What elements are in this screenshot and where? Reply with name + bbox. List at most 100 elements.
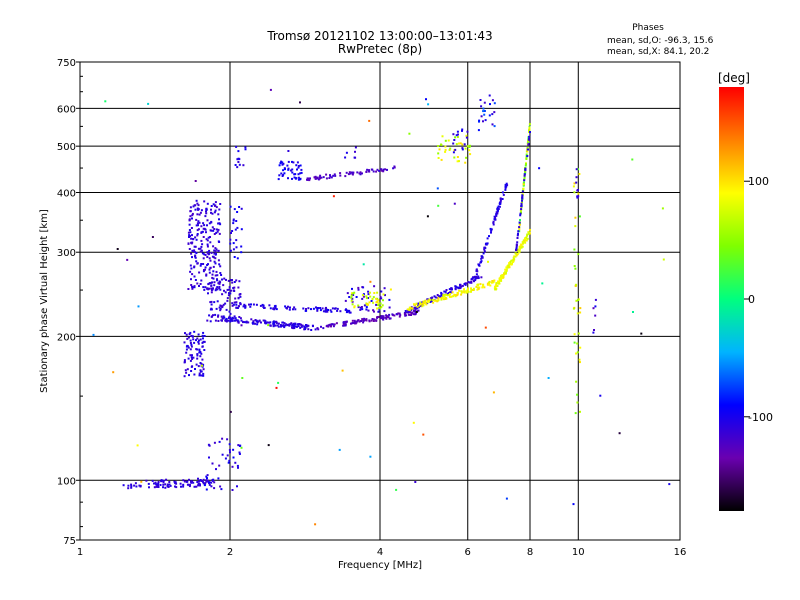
data-point-944 xyxy=(344,299,347,302)
data-point-647 xyxy=(229,320,232,323)
data-point-1226 xyxy=(428,300,431,303)
data-point-954 xyxy=(346,292,349,295)
data-point-1768 xyxy=(482,107,485,110)
data-point-556 xyxy=(220,305,223,308)
data-point-1846 xyxy=(104,100,107,103)
data-point-4 xyxy=(197,484,200,487)
data-point-131 xyxy=(219,485,222,488)
data-point-922 xyxy=(386,316,389,318)
data-point-435 xyxy=(199,264,202,267)
data-point-215 xyxy=(200,370,203,373)
data-point-1844 xyxy=(425,98,427,101)
data-point-472 xyxy=(218,282,221,285)
data-point-225 xyxy=(190,345,193,348)
data-point-82 xyxy=(153,486,156,489)
y-axis-label: Stationary phase Virtual Height [km] xyxy=(39,209,50,393)
data-point-1560 xyxy=(518,226,521,229)
data-point-1031 xyxy=(445,289,448,291)
data-point-200 xyxy=(201,345,204,348)
data-point-905 xyxy=(342,322,345,325)
data-point-1032 xyxy=(443,290,446,293)
data-point-527 xyxy=(229,292,232,295)
data-point-330 xyxy=(206,239,209,242)
data-point-22 xyxy=(169,484,172,487)
data-point-496 xyxy=(232,303,235,306)
data-point-508 xyxy=(236,307,239,309)
data-point-1809 xyxy=(575,352,578,355)
x-tick-label-16: 16 xyxy=(674,547,687,558)
data-point-978 xyxy=(367,309,370,312)
data-point-931 xyxy=(381,318,384,320)
data-point-1732 xyxy=(456,136,459,138)
data-point-360 xyxy=(196,222,199,225)
data-point-1471 xyxy=(521,201,523,204)
data-point-220 xyxy=(201,341,204,344)
data-point-771 xyxy=(302,307,305,310)
data-point-1717 xyxy=(354,146,357,149)
data-point-201 xyxy=(189,331,192,334)
data-point-1276 xyxy=(476,270,479,273)
data-point-1411 xyxy=(496,284,499,287)
data-point-1516 xyxy=(518,223,521,226)
data-point-1838 xyxy=(592,307,595,310)
data-point-859 xyxy=(388,313,391,316)
data-point-952 xyxy=(351,297,354,300)
data-point-336 xyxy=(213,249,216,252)
data-point-730 xyxy=(312,325,314,328)
data-point-383 xyxy=(190,284,193,286)
data-point-127 xyxy=(228,443,231,446)
data-point-1457 xyxy=(494,288,497,291)
data-point-1601 xyxy=(238,163,241,166)
data-point-1189 xyxy=(493,279,496,282)
data-point-166 xyxy=(200,374,203,377)
data-point-1267 xyxy=(490,228,493,231)
data-point-1742 xyxy=(469,144,471,147)
y-tick-label-200: 200 xyxy=(57,332,76,343)
data-point-447 xyxy=(203,200,206,203)
data-point-600 xyxy=(281,324,284,327)
data-point-349 xyxy=(217,249,220,252)
data-point-276 xyxy=(194,236,197,239)
data-point-253 xyxy=(206,243,209,246)
data-point-205 xyxy=(201,334,204,337)
y-tick-label-100: 100 xyxy=(57,476,76,487)
data-point-1177 xyxy=(419,301,422,304)
data-point-695 xyxy=(237,320,240,323)
data-point-1891 xyxy=(338,448,341,451)
data-point-598 xyxy=(233,208,236,211)
data-point-1746 xyxy=(468,149,471,152)
data-point-1611 xyxy=(283,172,286,175)
data-point-1020 xyxy=(365,297,368,300)
data-point-1205 xyxy=(482,283,485,286)
data-point-1816 xyxy=(573,182,576,185)
data-point-794 xyxy=(274,307,277,310)
data-point-1460 xyxy=(527,232,530,235)
data-point-379 xyxy=(197,208,200,211)
data-point-592 xyxy=(230,232,232,234)
data-point-1634 xyxy=(278,164,281,167)
data-point-1769 xyxy=(482,110,485,113)
data-point-620 xyxy=(221,317,224,320)
data-point-953 xyxy=(365,308,368,311)
data-point-1648 xyxy=(339,174,342,177)
data-point-572 xyxy=(228,286,231,289)
data-point-1677 xyxy=(317,178,320,181)
y-tick-label-600: 600 xyxy=(57,104,76,115)
data-point-1686 xyxy=(372,170,375,173)
data-point-191 xyxy=(188,333,191,336)
data-point-1729 xyxy=(437,157,440,159)
y-tick-label-750: 750 xyxy=(57,58,76,69)
data-point-1583 xyxy=(520,208,523,211)
data-point-181 xyxy=(191,335,194,338)
data-point-722 xyxy=(254,322,256,325)
data-point-839 xyxy=(373,318,376,321)
data-point-1623 xyxy=(287,160,290,163)
data-point-971 xyxy=(378,308,381,311)
data-point-937 xyxy=(371,318,374,320)
data-point-1301 xyxy=(483,246,486,249)
data-point-748 xyxy=(287,305,289,308)
data-point-1570 xyxy=(519,214,522,217)
data-point-506 xyxy=(213,301,216,304)
data-point-111 xyxy=(220,488,223,491)
data-point-744 xyxy=(339,310,342,313)
